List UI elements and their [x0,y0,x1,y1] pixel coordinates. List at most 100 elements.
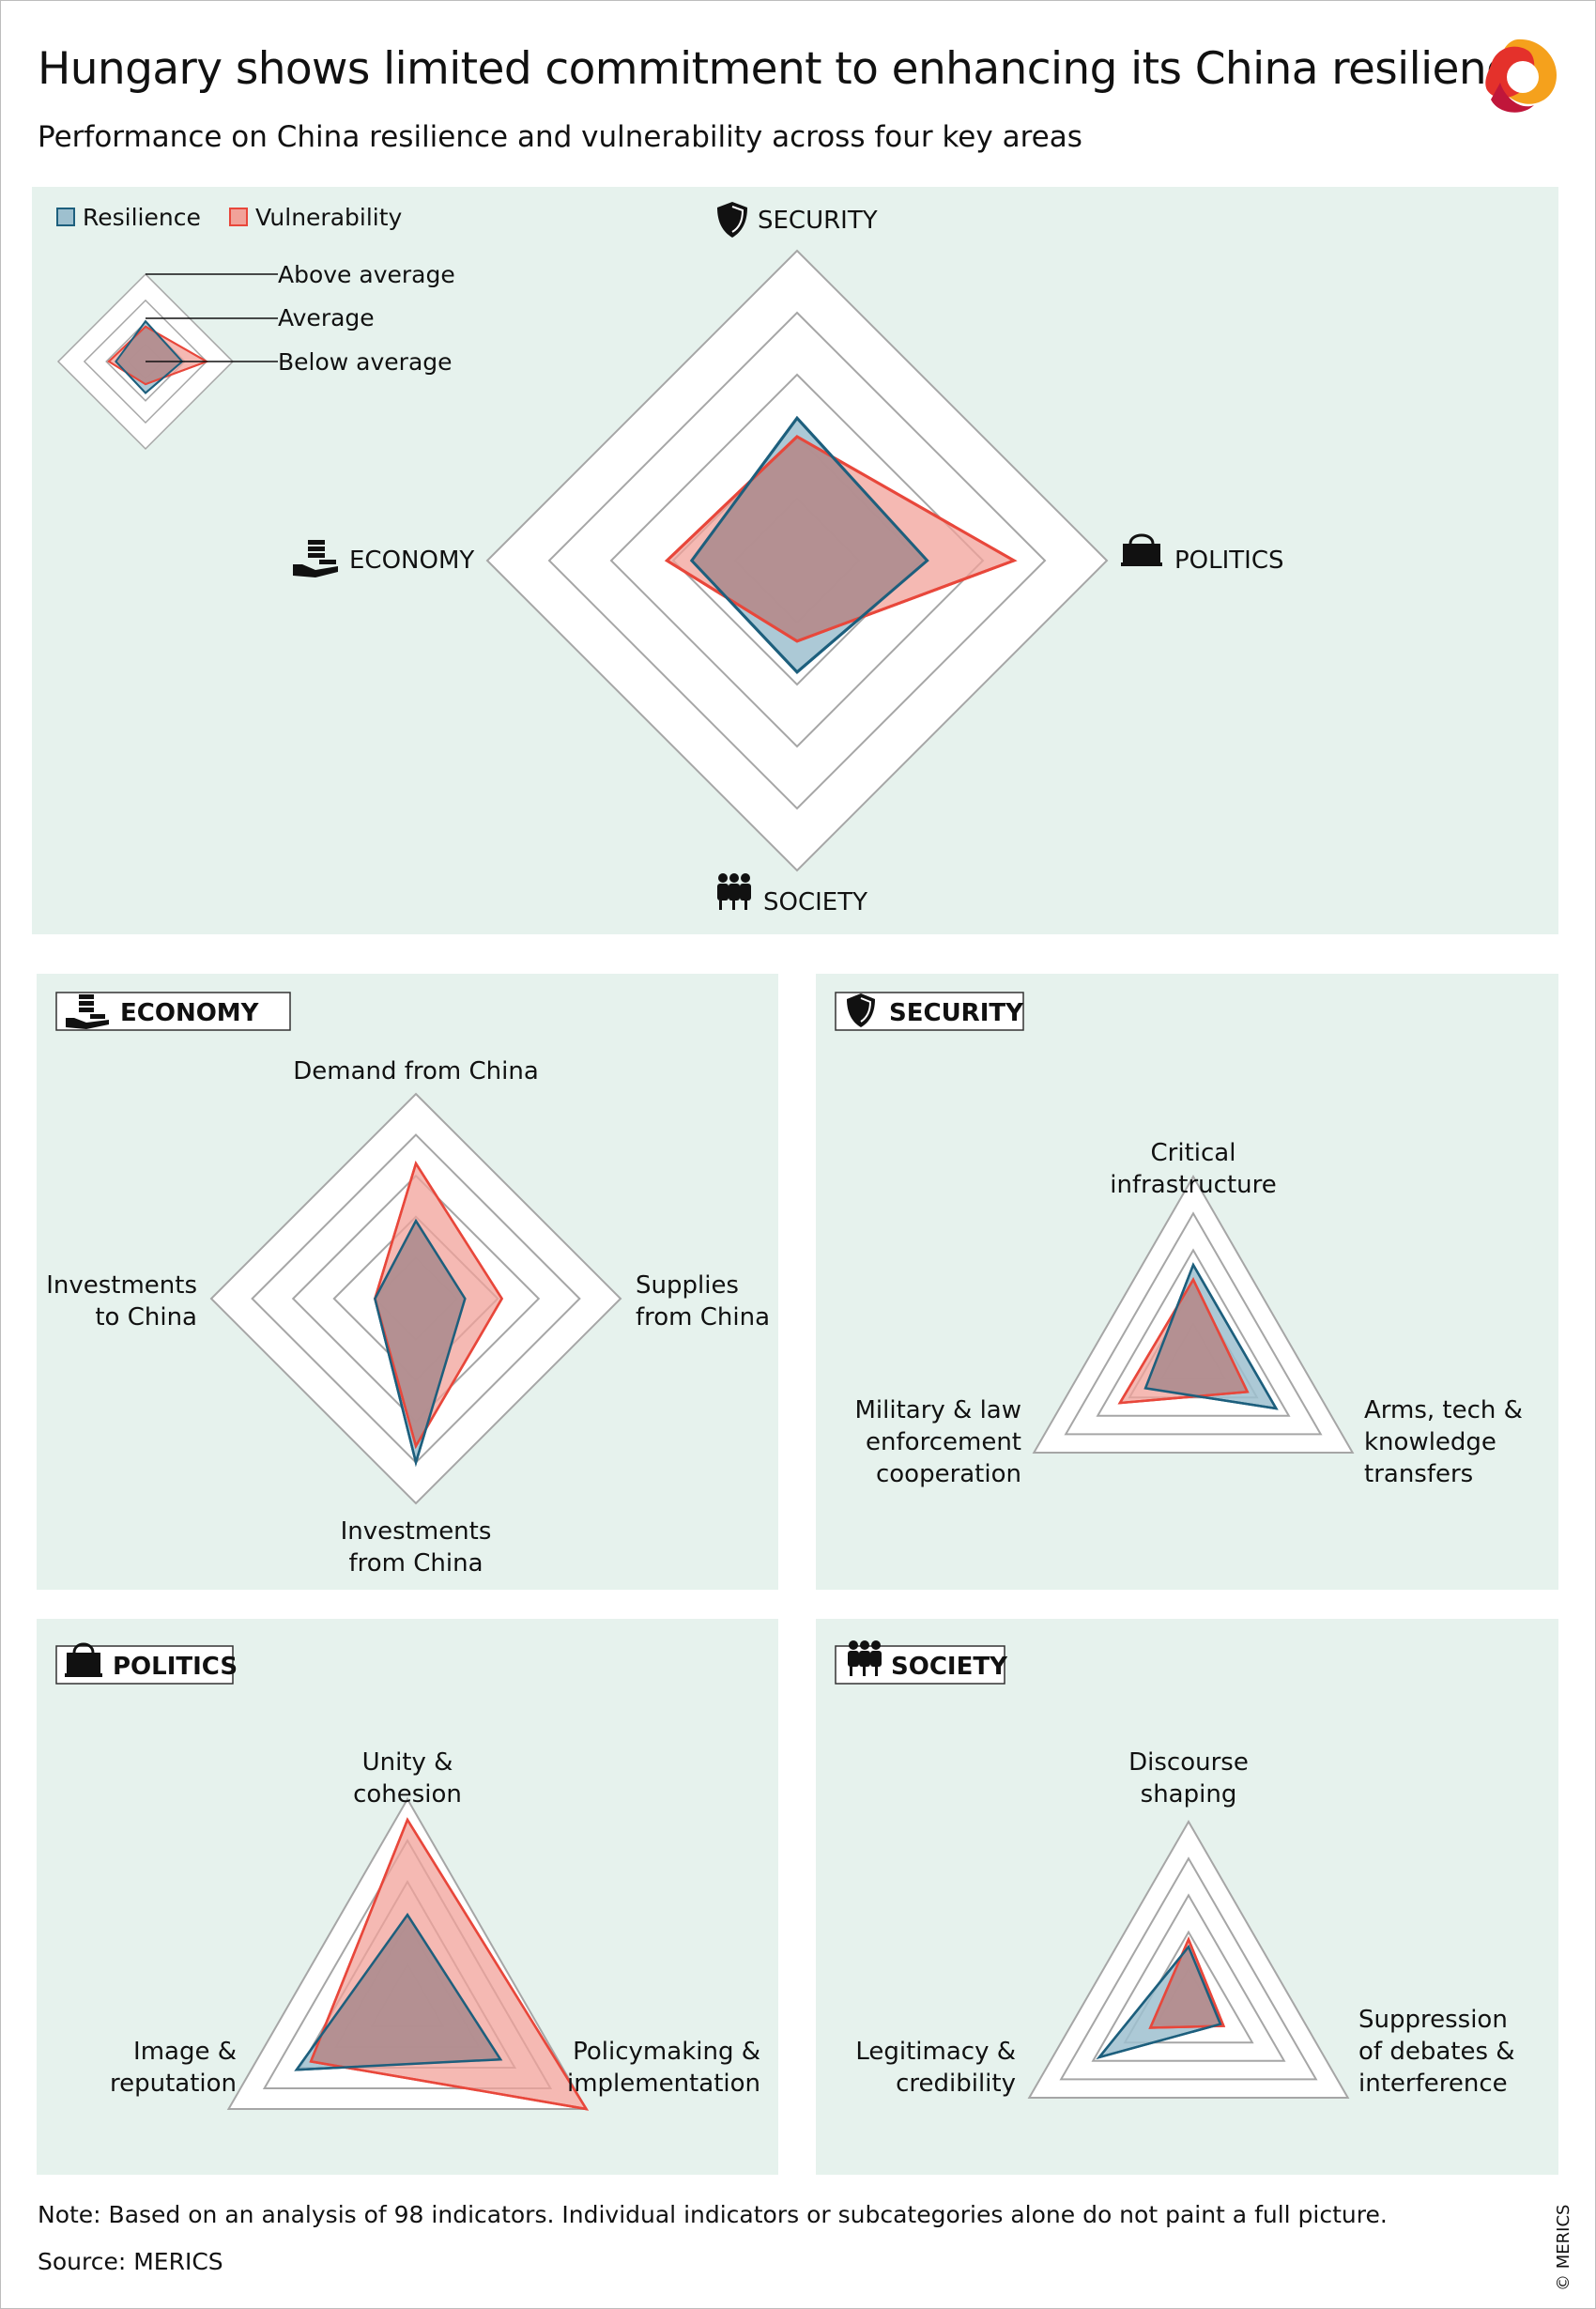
bag-icon [65,1642,102,1677]
axis-label-image-line1: Image & [133,2038,237,2066]
radar-grid-ring [83,299,208,424]
security-radar [1032,1174,1355,1454]
axis-label-discourse: Discourse shaping [1128,1748,1249,1809]
axis-label-policymaking-line1: Policymaking & [573,2038,760,2066]
legend-resilience-label: Resilience [83,204,201,231]
axis-label-suppression-line1: Suppression [1358,2006,1508,2034]
axis-label-politics: POLITICS [1174,546,1284,575]
axis-label-policymaking: Policymaking & implementation [567,2038,760,2098]
axis-label-unity-line1: Unity & [362,1748,453,1777]
axis-label-arms-line1: Arms, tech & [1364,1396,1523,1424]
axis-label-legitimacy-line1: Legitimacy & [855,2038,1016,2066]
series-vulnerability-outline [107,325,209,386]
axis-label-society: SOCIETY [763,888,867,916]
overview-chart: Resilience Vulnerability Above average A… [56,202,1284,916]
axis-label-ci-line2: infrastructure [1110,1171,1276,1199]
axis-label-ci-line1: Critical [1151,1139,1236,1167]
politics-title: POLITICS [113,1653,238,1681]
source-line: Source: MERICS [38,2248,223,2275]
page-title: Hungary shows limited commitment to enha… [38,43,1537,95]
axis-label-unity: Unity & cohesion [353,1748,462,1809]
axis-label-investments-to: Investments to China [46,1271,197,1332]
society-panel: SOCIETY Discourse shaping Suppression of d… [816,1619,1558,2175]
series-resilience-outline [374,1218,467,1468]
axis-label-investments-from-line2: from China [348,1549,483,1578]
axis-label-arms-line2: knowledge [1364,1428,1496,1456]
radar-grid-ring [1091,1893,1286,2062]
axis-label-discourse-line2: shaping [1141,1780,1237,1809]
axis-label-military-line1: Military & law [854,1396,1021,1424]
copyright: © MERICS [1554,2204,1573,2291]
society-radar [1027,1819,1350,2099]
axis-label-demand: Demand from China [293,1057,539,1085]
society-chart: SOCIETY Discourse shaping Suppression of d… [835,1640,1515,2099]
politics-chart: POLITICS Unity & cohesion Policymaking & i… [55,1642,760,2111]
series-vulnerability-outline [374,1161,504,1450]
politics-panel: POLITICS Unity & cohesion Policymaking & i… [37,1619,778,2175]
security-title: SECURITY [889,999,1024,1027]
security-panel: SECURITY Critical infrastructure Arms, te… [816,974,1558,1590]
page-subtitle: Performance on China resilience and vuln… [38,120,1082,154]
series-resilience-outline [294,1912,503,2071]
radar-grid-ring [1059,1856,1318,2081]
axis-label-security: SECURITY [758,207,878,235]
axis-label-investments-from-line1: Investments [341,1517,492,1546]
radar-grid-ring [1064,1211,1323,1436]
axis-label-suppression-line2: of debates & [1358,2038,1515,2066]
axis-label-suppression: Suppression of debates & interference [1358,2006,1515,2098]
axis-label-investments-from: Investments from China [341,1517,492,1578]
legend-resilience-swatch [56,208,75,226]
economy-chart: ECONOMY Demand from China Supplies from C… [46,992,770,1578]
axis-label-image-line2: reputation [110,2070,237,2098]
shield-icon [847,993,875,1027]
economy-panel: ECONOMY Demand from China Supplies from C… [37,974,778,1590]
axis-label-image: Image & reputation [110,2038,237,2098]
overview-radar [485,249,1109,872]
series-resilience-outline [1096,1944,1222,2060]
key-average: Average [278,304,375,331]
people-icon [717,873,751,910]
radar-grid-ring [547,311,1047,810]
axis-label-policymaking-line2: implementation [567,2070,760,2098]
series-resilience-outline [115,319,184,394]
axis-label-economy: ECONOMY [349,546,474,575]
series-vulnerability-outline [1148,1936,1226,2029]
series-vulnerability-outline [309,1817,590,2111]
axis-label-suppression-line3: interference [1358,2070,1508,2098]
shield-icon [717,202,747,238]
key-above-average: Above average [278,261,455,288]
axis-label-military: Military & law enforcement cooperation [854,1396,1021,1488]
bag-icon [1121,533,1162,566]
axis-label-military-line2: enforcement [866,1428,1021,1456]
people-icon [848,1640,882,1676]
axis-label-legitimacy-line2: credibility [896,2070,1016,2098]
axis-label-arms-line3: transfers [1364,1460,1473,1488]
economy-radar [209,1092,622,1505]
series-vulnerability-outline [664,435,1018,643]
axis-label-supplies-line2: from China [636,1303,770,1332]
axis-label-supplies: Supplies from China [636,1271,770,1332]
merics-logo [1485,38,1557,113]
series-vulnerability-outline [1117,1277,1250,1405]
series-resilience-outline [1143,1262,1279,1410]
legend-vulnerability-swatch [229,208,248,226]
series-overlap [311,1915,501,2070]
politics-radar [226,1796,590,2111]
axis-label-arms: Arms, tech & knowledge transfers [1364,1396,1523,1488]
key-below-average: Below average [278,348,453,376]
footnote: Note: Based on an analysis of 98 indicat… [38,2201,1388,2228]
radar-grid-ring [1096,1248,1291,1417]
axis-label-discourse-line1: Discourse [1128,1748,1249,1777]
series-resilience-outline [689,415,929,674]
series-overlap [375,1221,466,1446]
axis-label-unity-line2: cohesion [353,1780,462,1809]
coins-hand-icon [293,540,338,577]
overview-panel: Resilience Vulnerability Above average A… [32,187,1558,934]
axis-label-critical-infrastructure: Critical infrastructure [1110,1139,1276,1199]
axis-label-investments-to-line2: to China [95,1303,197,1332]
axis-label-military-line3: cooperation [876,1460,1021,1488]
axis-label-legitimacy: Legitimacy & credibility [855,2038,1016,2098]
radar-grid-ring [609,373,985,748]
society-title: SOCIETY [891,1653,1008,1681]
coins-hand-icon [66,994,109,1029]
